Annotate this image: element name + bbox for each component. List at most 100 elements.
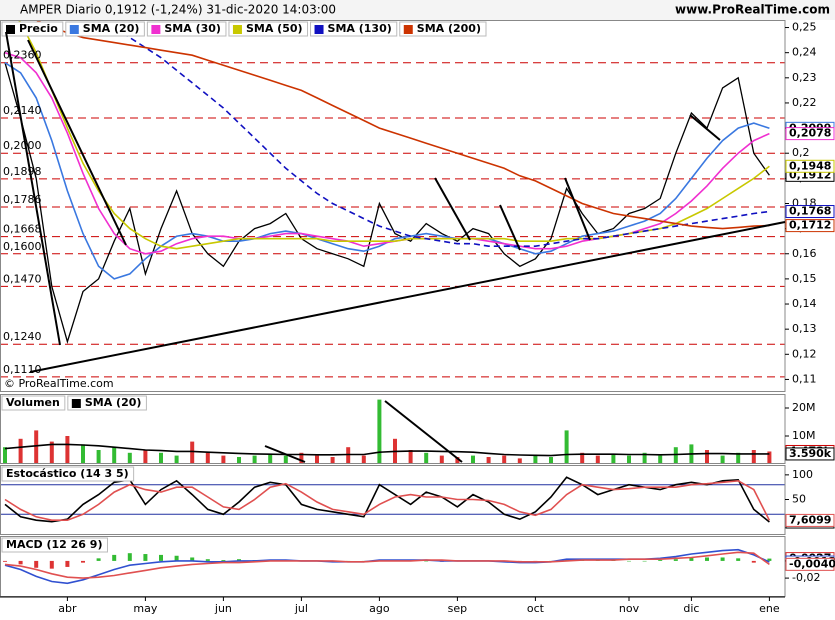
panel — [3, 399, 772, 464]
bar — [736, 452, 741, 464]
bar — [34, 430, 39, 464]
y-tick-label: 0,24 — [792, 46, 817, 59]
legend-swatch — [71, 399, 81, 408]
bar — [159, 452, 163, 464]
bar — [720, 557, 725, 561]
bar — [159, 554, 163, 561]
bar — [439, 455, 444, 464]
bar — [174, 555, 179, 561]
series-line — [34, 20, 770, 230]
legend-box — [399, 21, 487, 37]
bar — [533, 455, 538, 464]
level-label: 0,1470 — [3, 272, 42, 285]
bar — [377, 399, 382, 464]
x-tick-label: nov — [619, 602, 640, 615]
bar — [705, 450, 709, 464]
panel — [0, 476, 785, 523]
bar — [486, 457, 491, 464]
legend-label: Estocástico (14 3 5) — [6, 467, 129, 480]
legend-swatch — [151, 25, 161, 34]
bar — [502, 455, 507, 464]
level-label: 0,1786 — [3, 193, 42, 206]
bar — [205, 452, 210, 464]
series-line — [4, 51, 770, 255]
bar — [18, 438, 23, 464]
legend-box — [67, 395, 147, 411]
bar — [424, 560, 429, 562]
bar — [283, 455, 288, 464]
bar — [127, 452, 132, 464]
legend-swatch — [232, 25, 242, 34]
bar — [3, 447, 7, 464]
bar — [96, 558, 101, 561]
bar — [580, 452, 585, 464]
bar — [517, 458, 522, 464]
bar — [190, 557, 195, 561]
bar — [205, 559, 210, 561]
bar — [595, 455, 600, 464]
bar — [81, 444, 85, 464]
legend-box — [1, 537, 108, 553]
bar — [65, 436, 70, 464]
bar — [190, 441, 195, 464]
series-line — [4, 479, 771, 521]
legend-box — [1, 466, 135, 482]
legend-swatch — [69, 25, 79, 34]
panel-border — [0, 394, 786, 464]
bar — [611, 454, 616, 464]
bar — [564, 559, 569, 561]
bar — [315, 455, 319, 464]
bar — [3, 560, 7, 562]
legend-label: Precio — [19, 22, 58, 35]
x-tick-label: abr — [58, 602, 77, 615]
bar — [221, 455, 226, 464]
bar — [658, 455, 663, 464]
last-value-box — [785, 127, 835, 141]
chart-title: AMPER Diario 0,1912 (-1,24%) 31-dic-2020… — [20, 3, 336, 17]
bar — [143, 554, 148, 561]
level-label: 0,2000 — [3, 139, 42, 152]
series-line — [113, 26, 770, 247]
y-tick-label: 10M — [792, 429, 816, 442]
bar — [642, 452, 647, 464]
bar — [96, 450, 101, 464]
bar — [237, 559, 241, 561]
y-tick-label: 0,25 — [792, 21, 817, 34]
y-tick-label: 20M — [792, 401, 816, 414]
series-line — [4, 62, 770, 280]
legend-swatch — [6, 25, 15, 34]
legend-label: Volumen — [6, 396, 60, 409]
bar — [81, 560, 85, 563]
last-value-label: 0,1712 — [789, 219, 831, 232]
bar — [49, 560, 54, 569]
last-value-label: 0,1948 — [789, 159, 831, 172]
y-tick-label: 0,15 — [792, 272, 817, 285]
series-line — [4, 62, 770, 344]
bar — [627, 560, 631, 562]
bar — [143, 450, 148, 464]
bar — [237, 457, 241, 464]
bar — [346, 447, 351, 464]
legend-label: SMA (200) — [417, 22, 481, 35]
legend-box — [228, 21, 309, 37]
y-tick-label: 0,12 — [792, 347, 817, 360]
bar — [564, 430, 569, 464]
y-tick-label: 0,16 — [792, 247, 817, 260]
legend-label: SMA (20) — [83, 22, 140, 35]
bar — [767, 558, 772, 561]
legend-box — [65, 21, 145, 37]
y-tick-label: 0,23 — [792, 71, 817, 84]
last-value-box — [785, 159, 835, 173]
bar — [751, 450, 756, 464]
bar — [751, 560, 756, 563]
bar — [34, 560, 39, 568]
site[interactable]: www.ProRealTime.com — [675, 3, 830, 17]
bar — [642, 560, 647, 562]
panel-border — [0, 536, 786, 597]
legend-swatch — [403, 25, 413, 34]
legend-label: SMA (20) — [85, 396, 142, 409]
bar — [673, 447, 678, 464]
copyright: © ProRealTime.com — [4, 377, 114, 390]
x-tick-label: may — [133, 602, 157, 615]
legend-box — [310, 21, 398, 37]
